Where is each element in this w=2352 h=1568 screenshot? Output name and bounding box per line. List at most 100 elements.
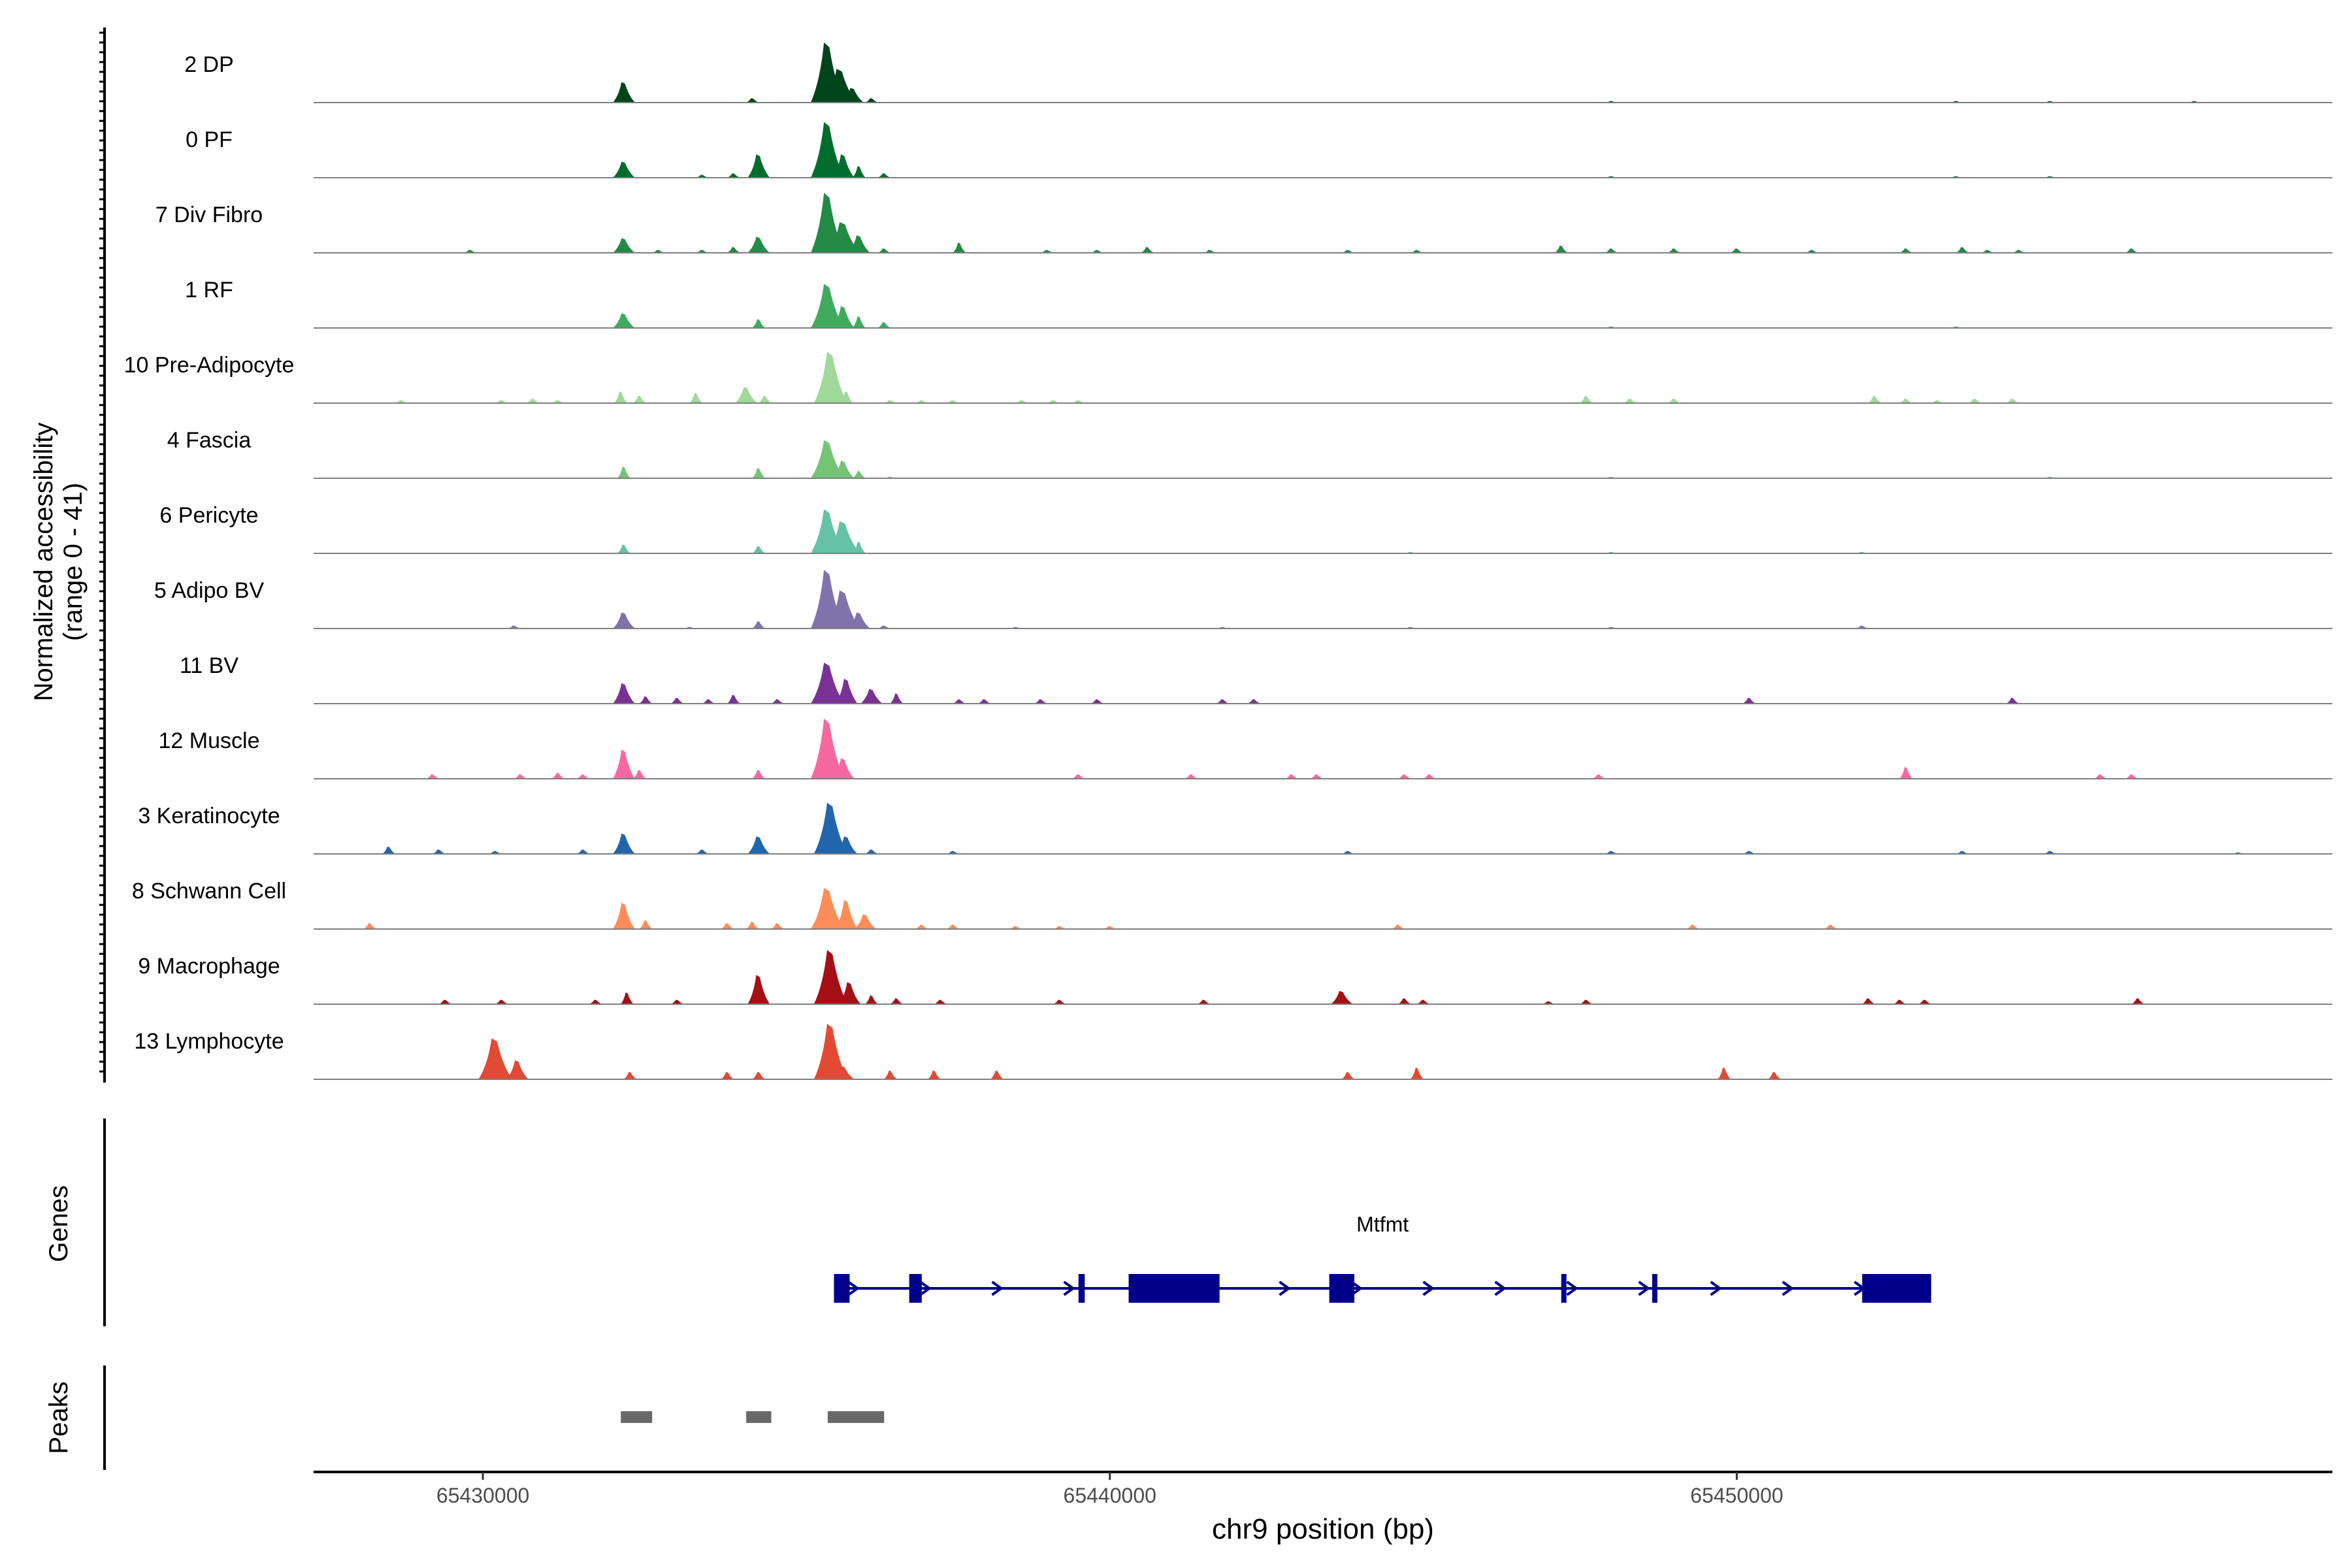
coverage-peak [1767,1071,1781,1079]
strand-arrow [1279,1281,1291,1296]
coverage-peak [1742,698,1756,704]
y-axis-label-line2: (range 0 - 41) [59,483,88,641]
coverage-peak [2006,399,2019,403]
coverage-peak [613,82,636,103]
coverage-peak [745,98,759,103]
coverage-peak [495,1000,508,1004]
coverage-peak [1981,250,1995,253]
coverage-peak [953,242,966,253]
coverage-peak [852,470,866,478]
track-label: 12 Muscle [159,728,260,753]
coverage-peak [835,900,858,929]
track-label: 5 Adipo BV [154,578,265,603]
coverage-peak [865,98,879,103]
coverage-peak [695,174,709,178]
gene-name: Mtfmt [1356,1213,1409,1236]
coverage-peak [1955,851,1969,854]
coverage-peak [847,235,870,253]
track-11 [314,802,2332,855]
coverage-peak [721,1071,734,1079]
exon [1862,1274,1931,1303]
coverage-peak [1718,1068,1731,1079]
coverage-peak [495,400,508,403]
coverage-peak [1686,924,1700,929]
coverage-peak [747,836,770,854]
coverage-peak [432,849,446,854]
strand-arrow [1710,1281,1722,1296]
coverage-peak [1103,926,1117,929]
coverage-peak [551,773,565,779]
strand-arrow [991,1281,1004,1296]
coverage-peak [1624,399,1637,403]
coverage-peak [1184,774,1198,779]
coverage-peak [752,770,766,779]
coverage-peak [752,1071,766,1079]
coverage-peak [1141,247,1154,253]
coverage-peak [813,802,848,854]
coverage-peak [810,662,845,704]
coverage-peak [727,694,740,704]
x-tick-label: 65440000 [1064,1484,1156,1507]
coverage-peak [752,546,766,553]
peaks-panel-label: Peaks [44,1381,73,1454]
strand-arrow [1566,1281,1578,1296]
coverage-peak [826,521,860,553]
coverage-peak [877,248,891,253]
coverage-peak [946,924,960,929]
track-4 [314,284,2332,329]
coverage-peak [946,851,960,854]
coverage-peak [613,683,636,704]
coverage-peak [813,949,848,1004]
strand-arrow [847,1281,860,1296]
track-label: 6 Pericyte [159,503,258,528]
coverage-peak [2125,774,2138,779]
coverage-peak [813,351,848,403]
coverage-peak [1918,1000,1932,1004]
coverage-peak [852,542,866,553]
coverage-peak [2093,774,2107,779]
coverage-peak [489,851,502,854]
strand-arrow [1350,1281,1363,1296]
coverage-peak [890,998,904,1004]
coverage-peak [727,247,740,253]
coverage-peak [1341,851,1355,854]
coverage-peak [1667,399,1681,403]
coverage-peak [1580,1000,1593,1004]
y-axis-label-line1: Normalized accessibility [29,423,58,702]
coverage-peak [614,391,628,403]
coverage-peak [1053,1000,1066,1004]
coverage-peak [1423,774,1437,779]
coverage-peak [835,836,858,854]
coverage-peak [758,395,772,403]
coverage-peak [890,693,904,704]
strand-arrow [1638,1281,1650,1296]
track-label: 9 Macrophage [138,954,280,979]
coverage-peak [1341,1071,1355,1079]
exon [1078,1274,1085,1303]
coverage-peak [1580,395,1593,403]
track-label: 4 Fascia [167,428,252,453]
coverage-peak [832,306,855,328]
coverage-peak [1410,250,1424,253]
coverage-peak [990,1070,1004,1079]
coverage-peak [832,1066,855,1079]
track-label: 0 PF [186,127,233,152]
coverage-peak [2012,250,2026,253]
coverage-peak [1053,926,1066,929]
coverage-peak [1868,395,1882,403]
coverage-peak [1893,1000,1906,1004]
coverage-peak [810,888,845,929]
coverage-peak [915,400,928,403]
coverage-peak [1090,250,1104,253]
coverage-peak [1203,250,1217,253]
coverage-peak [382,846,396,854]
coverage-peak [883,400,897,403]
coverage-peak [847,612,870,629]
strand-arrow [1494,1281,1507,1296]
coverage-peak [695,849,709,854]
x-axis-label: chr9 position (bp) [1212,1513,1434,1545]
accessibility-tracks [314,42,2332,1080]
coverage-peak [840,391,853,403]
coverage-peak [1592,774,1606,779]
track-label: 10 Pre-Adipocyte [124,353,295,378]
